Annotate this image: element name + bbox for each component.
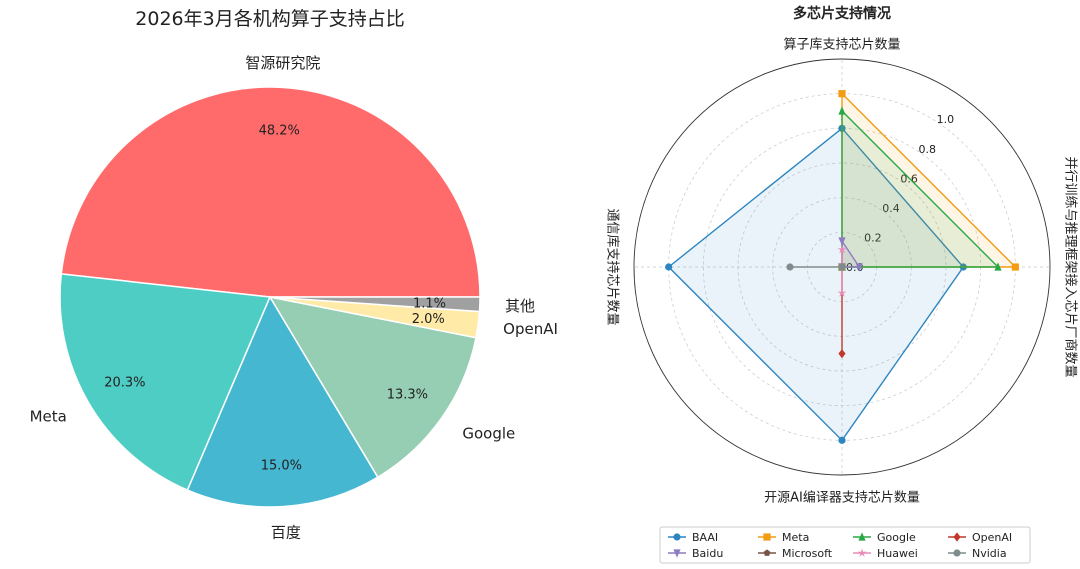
radar-legend: BAAI Meta Google OpenAI Baidu Microsoft Huawei…	[659, 526, 1031, 564]
legend-marker-huawei	[857, 548, 867, 557]
pie-category-label-0: 智源研究院	[245, 54, 320, 72]
legend-item-microsoft: Microsoft	[758, 547, 833, 560]
pie-category-label-5: 其他	[505, 297, 535, 315]
legend-label-google: Google	[877, 531, 916, 544]
legend-box	[659, 526, 1031, 564]
radar-series	[665, 90, 1019, 444]
pie-category-label-3: Google	[462, 424, 515, 442]
pie-category-label-4: OpenAI	[503, 320, 558, 338]
radar-point-baidu-1	[855, 263, 863, 272]
legend-item-baidu: Baidu	[668, 547, 723, 560]
pie-slice-0	[60, 86, 481, 298]
pie-title: 2026年3月各机构算子支持占比	[135, 8, 404, 30]
radar-axis-label-2: 开源AI编译器支持芯片数量	[764, 491, 920, 506]
radar-point-meta-1	[1011, 263, 1019, 271]
radar-point-meta-0	[838, 90, 846, 98]
pie-category-label-1: Meta	[30, 408, 67, 426]
radar-point-nvidia-2	[838, 263, 846, 271]
radar-point-huawei-2	[837, 288, 847, 297]
pie-slice-5	[269, 296, 481, 313]
radar-series-nvidia	[786, 263, 846, 271]
radar-point-google-0	[838, 106, 846, 115]
legend-label-baai: BAAI	[692, 531, 718, 544]
pie-pct-label-5: 1.1%	[413, 297, 446, 312]
pie-pct-label-2: 15.0%	[261, 459, 302, 474]
legend-label-microsoft: Microsoft	[782, 547, 833, 560]
radar-axis-label-1: 并行训练与推理框架接入芯片厂商数量	[1063, 156, 1079, 377]
pie-category-label-2: 百度	[271, 524, 301, 542]
radar-point-baidu-0	[838, 237, 846, 246]
legend-label-huawei: Huawei	[877, 547, 918, 560]
radar-point-huawei-0	[837, 245, 847, 254]
legend-item-baai: BAAI	[668, 531, 718, 544]
legend-label-openai: OpenAI	[972, 531, 1012, 544]
legend-marker-openai	[953, 532, 961, 542]
pie-slice-2	[186, 295, 379, 508]
legend-item-google: Google	[853, 531, 916, 544]
legend-label-nvidia: Nvidia	[972, 547, 1007, 560]
radar-series-baai	[665, 124, 967, 444]
pie-pct-label-0: 48.2%	[259, 123, 300, 138]
radar-point-google-1	[994, 262, 1002, 271]
radar-polygon-google	[841, 109, 1000, 268]
radar-tick-label-2: 0.4	[882, 202, 900, 215]
radar-point-baai-3	[665, 263, 673, 271]
radar-point-baai-2	[838, 436, 846, 444]
radar-chart: 多芯片支持情况 0.00.20.40.60.81.0 算子库支持芯片数量并行训练…	[605, 5, 1079, 564]
legend-marker-microsoft	[763, 549, 771, 556]
radar-tick-label-4: 0.8	[918, 143, 936, 156]
pie-slice-3	[268, 295, 477, 479]
legend-marker-nvidia	[953, 549, 961, 557]
pie-pct-label-4: 2.0%	[412, 312, 445, 327]
legend-item-meta: Meta	[758, 531, 809, 544]
radar-series-google	[838, 106, 1002, 271]
legend-item-openai: OpenAI	[948, 531, 1012, 544]
radar-point-openai-2	[838, 349, 846, 359]
legend-item-huawei: Huawei	[853, 547, 918, 560]
legend-label-meta: Meta	[782, 531, 809, 544]
legend-marker-google	[858, 532, 866, 541]
pie-slice-1	[59, 273, 272, 492]
radar-tick-label-5: 1.0	[937, 113, 955, 126]
radar-tick-label-1: 0.2	[864, 231, 882, 244]
radar-axis-label-0: 算子库支持芯片数量	[783, 37, 900, 53]
legend-marker-meta	[763, 533, 771, 541]
pie-slices	[59, 86, 481, 508]
legend-label-baidu: Baidu	[692, 547, 723, 560]
legend-item-nvidia: Nvidia	[948, 547, 1007, 560]
radar-outer-circle	[633, 58, 1051, 476]
pie-labels: 48.2% 智源研究院 20.3% Meta 15.0% 百度 13.3% Google 2.0…	[30, 54, 558, 542]
legend-marker-baidu	[673, 549, 681, 558]
radar-axis-label-3: 通信库支持芯片数量	[605, 208, 621, 325]
pie-pct-label-3: 13.3%	[387, 388, 428, 403]
radar-point-nvidia-3	[786, 263, 794, 271]
legend-marker-baai	[673, 533, 681, 541]
pie-pct-label-1: 20.3%	[104, 376, 145, 391]
radar-title: 多芯片支持情况	[793, 5, 891, 22]
pie-chart: 2026年3月各机构算子支持占比 48.2% 智源研究院 20.3% Meta 15.0…	[30, 8, 558, 542]
